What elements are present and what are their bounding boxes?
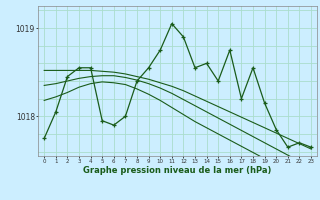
X-axis label: Graphe pression niveau de la mer (hPa): Graphe pression niveau de la mer (hPa) <box>84 166 272 175</box>
